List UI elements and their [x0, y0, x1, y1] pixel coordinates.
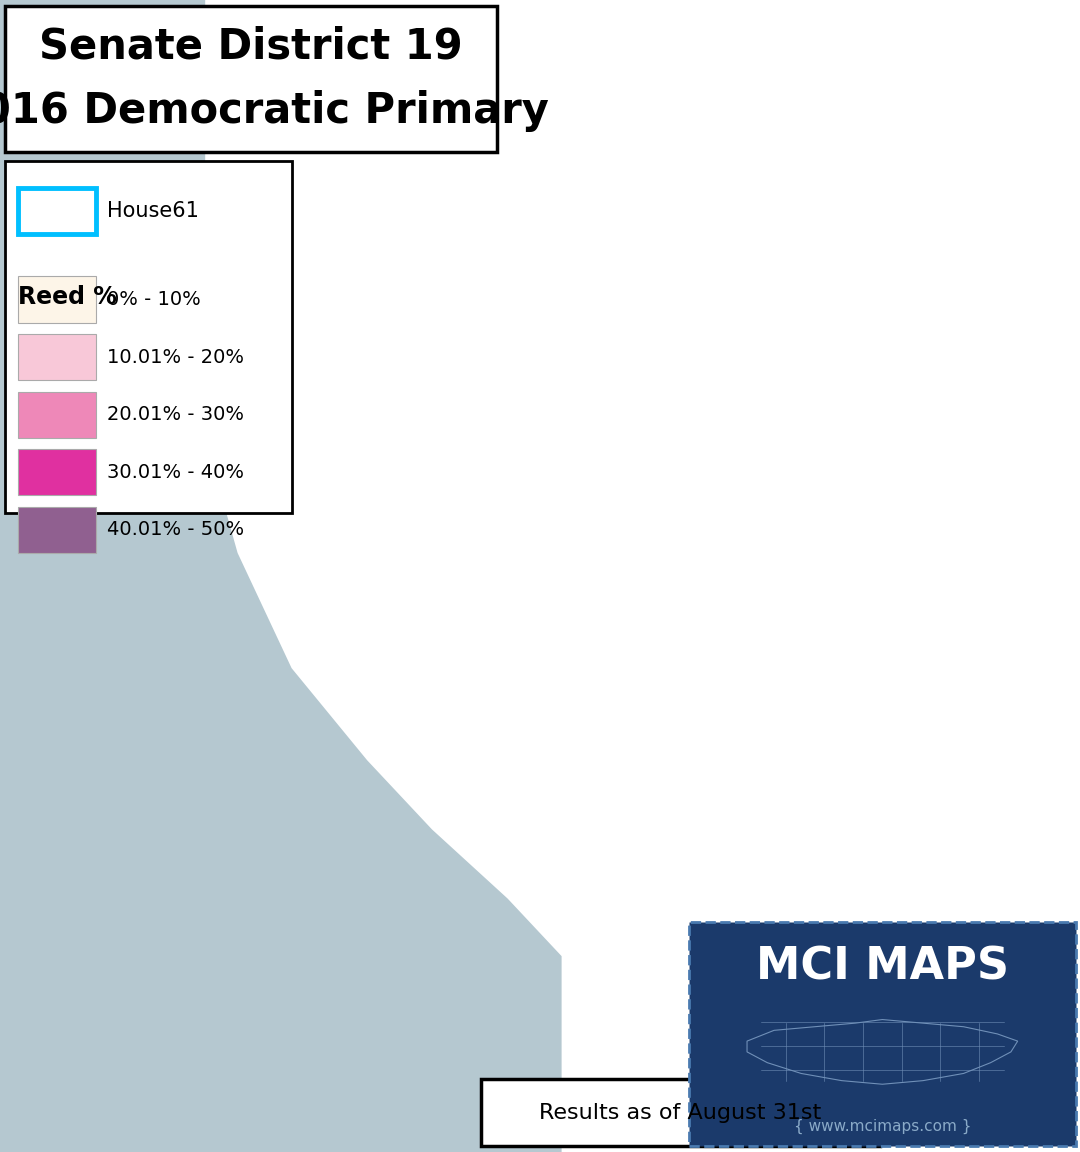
FancyBboxPatch shape	[18, 449, 96, 495]
Text: Reed %: Reed %	[18, 286, 118, 309]
Text: 2016 Democratic Primary: 2016 Democratic Primary	[0, 90, 549, 132]
FancyBboxPatch shape	[18, 276, 96, 323]
FancyBboxPatch shape	[18, 392, 96, 438]
Text: Results as of August 31st: Results as of August 31st	[539, 1102, 822, 1123]
Text: 0% - 10%: 0% - 10%	[107, 290, 201, 309]
Text: Senate District 19: Senate District 19	[39, 25, 463, 68]
Text: 20.01% - 30%: 20.01% - 30%	[107, 406, 244, 424]
FancyBboxPatch shape	[481, 1079, 880, 1146]
FancyBboxPatch shape	[18, 188, 96, 234]
Text: 10.01% - 20%: 10.01% - 20%	[107, 348, 244, 366]
Polygon shape	[0, 0, 562, 1152]
Text: 40.01% - 50%: 40.01% - 50%	[107, 521, 244, 539]
Text: House61: House61	[107, 200, 199, 221]
FancyBboxPatch shape	[689, 922, 1076, 1146]
FancyBboxPatch shape	[18, 507, 96, 553]
FancyBboxPatch shape	[5, 161, 292, 513]
Text: { www.mcimaps.com }: { www.mcimaps.com }	[794, 1119, 971, 1134]
Text: 30.01% - 40%: 30.01% - 40%	[107, 463, 244, 482]
Text: MCI MAPS: MCI MAPS	[756, 945, 1009, 988]
FancyBboxPatch shape	[18, 334, 96, 380]
FancyBboxPatch shape	[5, 6, 497, 152]
